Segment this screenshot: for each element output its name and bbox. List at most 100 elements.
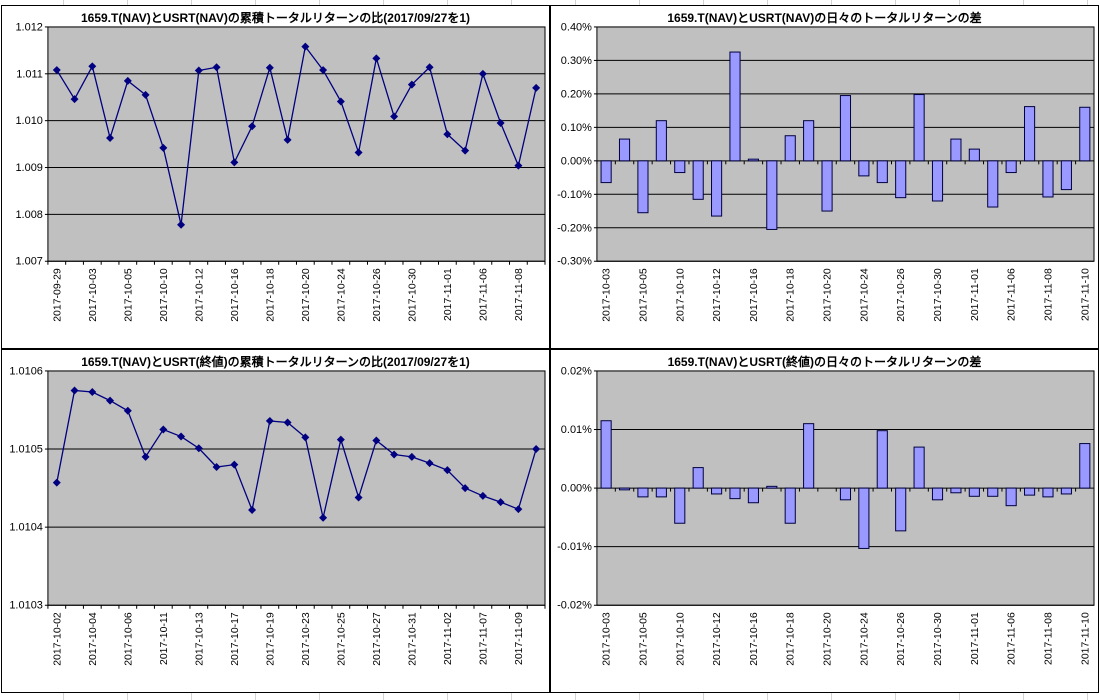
x-tick-label: 2017-10-10 — [675, 612, 686, 666]
x-tick-label: 2017-10-17 — [230, 612, 241, 666]
y-tick-label: -0.10% — [557, 189, 592, 201]
diamond-marker — [212, 63, 221, 72]
y-tick-label: -0.01% — [557, 541, 592, 553]
x-tick-label: 2017-10-30 — [933, 612, 944, 666]
x-tick-label: 2017-10-18 — [265, 268, 276, 322]
y-tick-label: -0.30% — [557, 256, 592, 268]
x-tick-label: 2017-10-18 — [786, 612, 797, 666]
x-tick-label: 2017-11-01 — [970, 612, 981, 665]
y-tick-label: 1.0105 — [9, 444, 43, 456]
y-tick-label: -0.02% — [557, 600, 592, 612]
worksheet-cells-strip-bottom — [0, 693, 1100, 700]
x-tick-label: 2017-10-19 — [265, 612, 276, 666]
chart-daily-diff-nav[interactable]: 0.40% 0.30% 0.20% 0.10% 0.00% -0.10% -0.20% -0.… — [550, 5, 1099, 349]
bar — [876, 160, 888, 184]
diamond-marker — [230, 158, 239, 167]
x-tick-label: 2017-10-20 — [823, 612, 834, 666]
x-tick-label: 2017-10-03 — [602, 268, 613, 322]
y-tick-label: 1.012 — [15, 21, 42, 33]
x-tick-label: 2017-10-12 — [712, 268, 723, 322]
x-tick-label: 2017-11-08 — [1043, 612, 1054, 665]
x-tick-label: 2017-10-20 — [301, 268, 312, 322]
x-axis — [596, 488, 1095, 492]
bar — [784, 487, 796, 524]
bar — [950, 487, 962, 494]
x-tick-label: 2017-09-29 — [52, 268, 63, 322]
diamond-marker — [70, 95, 79, 104]
diamond-marker — [106, 134, 115, 142]
bar — [747, 158, 759, 162]
diamond-marker — [230, 460, 239, 469]
line — [56, 45, 537, 225]
x-tick-label: 2017-10-24 — [336, 268, 347, 322]
plot-border — [47, 370, 546, 606]
bar — [913, 446, 925, 489]
bar — [1024, 106, 1036, 162]
x-tick-label: 2017-10-24 — [859, 268, 870, 322]
chart-cumulative-ratio-close[interactable]: 1.0106 1.0105 1.0104 1.0103 2017-10-02 2017-1… — [1, 349, 550, 693]
chart-title: 1659.T(NAV)とUSRT(終値)の日々のトータルリターンの差 — [667, 355, 982, 369]
chart-title: 1659.T(NAV)とUSRT(NAV)の累積トータルリターンの比(2017/… — [80, 11, 471, 25]
line — [56, 389, 537, 518]
x-tick-label: 2017-10-10 — [675, 268, 686, 322]
bar — [1042, 487, 1054, 498]
bar — [895, 487, 907, 532]
x-tick-label: 2017-10-04 — [88, 612, 99, 666]
y-tick-label: 1.008 — [15, 209, 42, 221]
bar — [637, 487, 649, 498]
bar — [858, 160, 870, 177]
bar — [655, 120, 667, 162]
diamond-marker — [159, 143, 168, 152]
x-axis — [47, 261, 546, 265]
bar — [821, 160, 833, 212]
bar-chart-canvas: 0.40% 0.30% 0.20% 0.10% 0.00% -0.10% -0.20% -0.… — [557, 21, 1095, 322]
bar — [876, 430, 888, 489]
bar — [766, 160, 778, 230]
y-tick-label: 1.0104 — [9, 522, 43, 534]
diamond-marker — [212, 463, 221, 471]
bar — [895, 160, 907, 199]
chart-cumulative-ratio-nav[interactable]: 1.012 1.011 1.010 1.009 1.008 1.007 2017-09-29… — [1, 5, 550, 349]
chart-grid: 1.012 1.011 1.010 1.009 1.008 1.007 2017-09-29… — [1, 5, 1099, 693]
diamond-marker — [372, 54, 381, 63]
bar-chart-canvas: 0.02%0.01%0.00%-0.01%-0.02%2017-10-03 201… — [557, 365, 1095, 666]
bar — [600, 420, 612, 489]
x-axis — [47, 605, 546, 609]
bar — [1079, 443, 1091, 489]
y-tick-label: 0.01% — [561, 424, 592, 436]
bar — [931, 160, 944, 202]
bar — [674, 160, 686, 174]
worksheet-cells-strip-top — [0, 0, 1100, 5]
x-tick-label: 2017-10-20 — [823, 268, 834, 322]
diamond-marker — [390, 112, 399, 121]
y-tick-label: 0.30% — [561, 55, 592, 67]
bar — [1060, 160, 1072, 191]
diamond-marker — [248, 505, 257, 514]
y-tick-label: -0.20% — [557, 222, 592, 234]
bar — [950, 138, 962, 162]
x-tick-label: 2017-10-05 — [638, 612, 649, 666]
diamond-marker — [88, 388, 97, 397]
bar — [987, 487, 999, 497]
diamond-marker — [354, 148, 363, 157]
bar — [637, 160, 649, 214]
x-tick-label: 2017-10-03 — [88, 268, 99, 322]
y-tick-label: 1.011 — [16, 68, 43, 80]
x-tick-label: 2017-10-11 — [159, 612, 170, 665]
diamond-marker — [443, 466, 452, 475]
y-tick-label: 1.0106 — [9, 365, 43, 377]
diamond-marker — [70, 386, 79, 395]
bar — [711, 160, 723, 217]
bar — [692, 467, 704, 489]
chart-daily-diff-close[interactable]: 0.02% 0.01% 0.00% -0.01% -0.02% 2017-10-03 201… — [550, 349, 1099, 693]
diamond-marker — [177, 220, 186, 229]
x-tick-label: 2017-10-03 — [602, 612, 613, 666]
bar-series — [600, 51, 1091, 230]
bar — [968, 148, 980, 162]
bar-series — [600, 420, 1091, 549]
x-tick-label: 2017-10-05 — [123, 268, 134, 322]
bar — [600, 160, 612, 184]
x-tick-label: 2017-11-07 — [478, 612, 489, 665]
diamond-marker — [336, 435, 345, 444]
